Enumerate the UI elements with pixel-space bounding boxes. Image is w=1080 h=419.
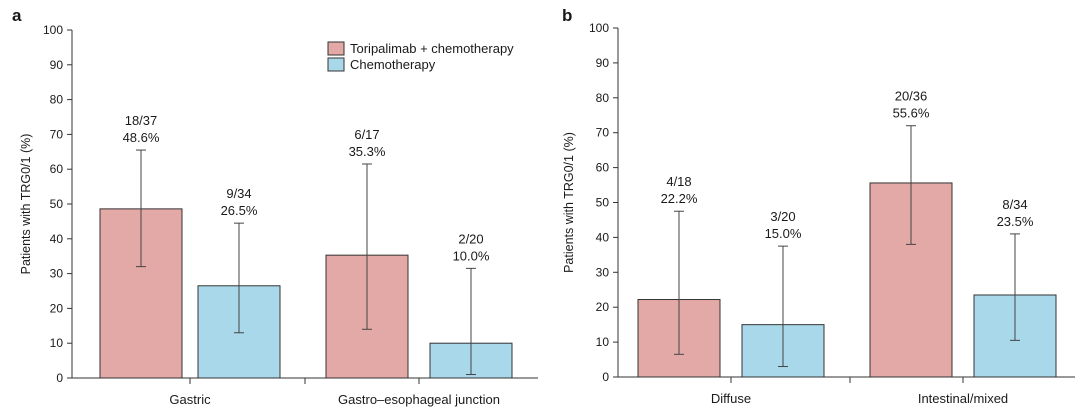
y-tick-label: 0 — [56, 371, 63, 385]
x-category-label: Diffuse — [711, 391, 751, 406]
data-label-percent: 15.0% — [765, 226, 802, 241]
y-tick-label: 90 — [50, 58, 64, 72]
y-axis-label: Patients with TRG0/1 (%) — [19, 134, 33, 275]
y-axis-label: Patients with TRG0/1 (%) — [562, 132, 576, 273]
y-tick-label: 50 — [596, 196, 610, 210]
data-label-percent: 48.6% — [123, 130, 160, 145]
data-label-percent: 10.0% — [453, 248, 490, 263]
y-tick-label: 20 — [50, 301, 64, 315]
data-label-fraction: 6/17 — [354, 127, 379, 142]
data-label-fraction: 8/34 — [1002, 197, 1027, 212]
y-tick-label: 50 — [50, 197, 64, 211]
y-tick-label: 10 — [50, 336, 64, 350]
data-label-fraction: 20/36 — [895, 89, 928, 104]
legend-label: Chemotherapy — [350, 57, 436, 72]
y-tick-label: 0 — [602, 370, 609, 384]
y-tick-label: 40 — [596, 230, 610, 244]
x-category-label: Intestinal/mixed — [918, 391, 1008, 406]
x-category-label: Gastric — [169, 392, 211, 407]
x-category-label: Gastro–esophageal junction — [338, 392, 500, 407]
data-label-percent: 35.3% — [349, 144, 386, 159]
data-label-percent: 22.2% — [661, 191, 698, 206]
data-label-fraction: 9/34 — [226, 186, 251, 201]
y-tick-label: 10 — [596, 335, 610, 349]
panel-b: b 0 10 20 30 40 50 60 70 80 90 100 Patients with TRG… — [562, 6, 1075, 406]
data-label-percent: 55.6% — [893, 106, 930, 121]
data-label-percent: 26.5% — [221, 203, 258, 218]
y-tick-label: 80 — [50, 93, 64, 107]
legend-swatch — [327, 41, 345, 56]
y-tick-label: 20 — [596, 300, 610, 314]
legend-label: Toripalimab + chemotherapy — [350, 41, 514, 56]
y-tick-label: 100 — [43, 23, 63, 37]
y-tick-label: 80 — [596, 91, 610, 105]
data-label-fraction: 2/20 — [458, 231, 483, 246]
panel-label: a — [12, 6, 22, 25]
data-label-fraction: 4/18 — [666, 174, 691, 189]
y-tick-label: 70 — [50, 127, 64, 141]
y-tick-label: 90 — [596, 56, 610, 70]
data-label-fraction: 3/20 — [770, 209, 795, 224]
y-tick-label: 60 — [596, 161, 610, 175]
y-tick-label: 30 — [50, 267, 64, 281]
panel-a: a 0 10 20 30 40 50 60 70 80 90 100 Patients with TRG… — [12, 6, 538, 407]
y-tick-label: 40 — [50, 232, 64, 246]
y-tick-label: 60 — [50, 162, 64, 176]
legend-swatch — [327, 57, 345, 72]
y-tick-label: 30 — [596, 265, 610, 279]
panel-label: b — [562, 6, 572, 25]
y-tick-label: 100 — [589, 21, 609, 35]
data-label-fraction: 18/37 — [125, 113, 158, 128]
y-tick-label: 70 — [596, 126, 610, 140]
data-label-percent: 23.5% — [997, 214, 1034, 229]
